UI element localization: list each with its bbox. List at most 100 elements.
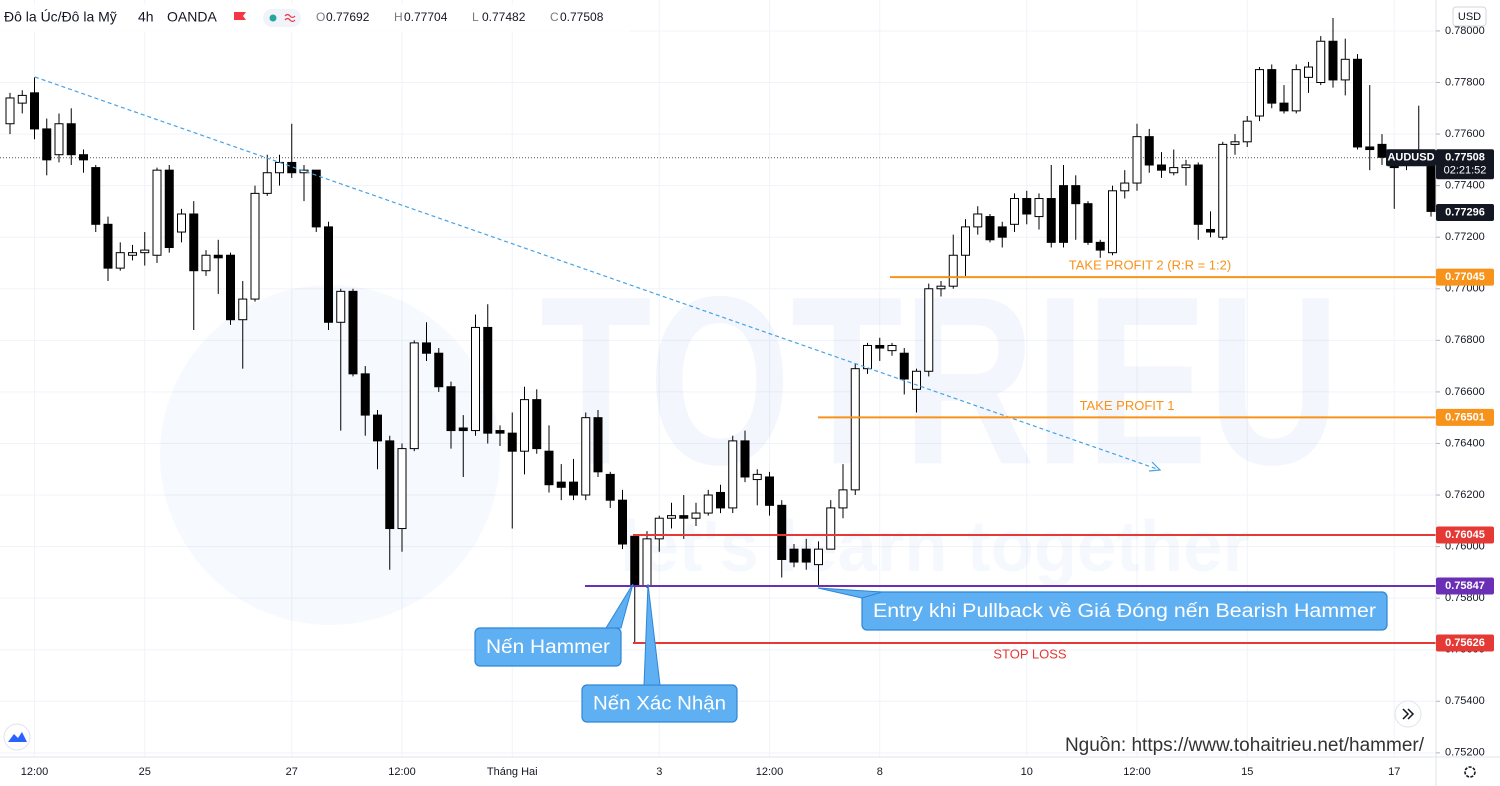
candle-body	[667, 515, 676, 519]
candle-body	[213, 254, 223, 259]
candle-body	[1046, 198, 1056, 243]
axes: 0.752000.754000.756000.758000.760000.762…	[21, 25, 1485, 778]
logo-icon	[8, 732, 27, 742]
x-tick-label: 12:00	[756, 766, 784, 778]
status-pill[interactable]	[263, 9, 301, 27]
candle-body	[471, 326, 480, 432]
x-tick-label: 15	[1241, 766, 1253, 778]
candle-body	[385, 440, 395, 530]
last-price-label: 0.77508	[1445, 152, 1485, 164]
flag-icon[interactable]	[234, 12, 246, 20]
exchange: OANDA	[167, 9, 217, 25]
candle-body	[765, 476, 774, 506]
candle-body	[1169, 167, 1179, 174]
candle-body	[850, 368, 860, 491]
x-tick-label: 8	[877, 766, 883, 778]
candle-body	[1365, 146, 1375, 151]
candle-body	[936, 285, 946, 290]
y-tick-label: 0.75800	[1445, 592, 1485, 604]
price-tag-label: 0.75847	[1445, 580, 1485, 592]
candle-body	[1193, 164, 1203, 225]
candle-body	[1218, 143, 1228, 238]
price-tag-label: 0.76501	[1445, 411, 1485, 423]
plot	[0, 18, 1436, 644]
settings-icon[interactable]	[1464, 766, 1476, 778]
candle-body	[1010, 198, 1019, 225]
currency-box[interactable]	[1452, 6, 1487, 27]
candle-body	[17, 94, 27, 104]
candle-body	[360, 373, 370, 416]
candle-body	[1108, 190, 1117, 254]
candle-body	[703, 494, 713, 514]
overlay: TAKE PROFIT 2 (R:R = 1:2) TAKE PROFIT 1 ST…	[474, 258, 1436, 723]
candle-body	[54, 123, 64, 156]
candle-body	[1279, 102, 1289, 112]
candle-body	[79, 154, 88, 161]
price-tag-label: 0.77045	[1445, 271, 1485, 283]
candle-body	[336, 290, 346, 323]
candle-body	[152, 169, 162, 256]
level-label: TAKE PROFIT 1	[1080, 398, 1175, 413]
symbol-title: Đô la Úc/Đô la Mỹ	[4, 9, 117, 25]
callout-box	[861, 591, 1388, 631]
y-tick-label: 0.76800	[1445, 334, 1485, 346]
y-tick-label: 0.77800	[1445, 76, 1485, 88]
price-tag	[1436, 526, 1494, 544]
candle-body	[1353, 58, 1362, 148]
candle-body	[189, 213, 199, 272]
candle-body	[1120, 182, 1130, 192]
countdown: 02:21:52	[1444, 165, 1487, 177]
candle-body	[997, 226, 1007, 238]
scroll-icon	[1402, 708, 1415, 720]
level-label: STOP LOSS	[993, 646, 1067, 661]
candle-body	[1132, 136, 1142, 184]
ohlc-key: H	[394, 10, 403, 24]
candle-body	[875, 344, 885, 349]
candle-body	[544, 450, 554, 486]
candle-body	[373, 414, 382, 442]
candle-body	[1022, 198, 1032, 215]
candle-body	[569, 481, 578, 496]
candle-body	[1291, 69, 1301, 112]
candle-body	[299, 169, 309, 174]
candle-body	[397, 448, 407, 530]
x-tick-label: 17	[1388, 766, 1400, 778]
y-tick-label: 0.77000	[1445, 283, 1485, 295]
ohlc-key: C	[550, 10, 559, 24]
candle-body	[275, 161, 284, 174]
candle-body	[520, 399, 529, 452]
callout-box	[474, 627, 622, 667]
candle-body	[1242, 120, 1252, 143]
ohlc: O 0.77692 H 0.77704 L 0.77482 C 0.77508	[316, 10, 604, 24]
y-tick-label: 0.76400	[1445, 437, 1485, 449]
candle-body	[324, 226, 333, 323]
last-price-tag	[1436, 149, 1494, 180]
candle-body	[1304, 66, 1313, 78]
candle-body	[5, 97, 15, 125]
candle-body	[1034, 198, 1044, 218]
candle-body	[1230, 141, 1240, 145]
callout-text: Nến Xác Nhận	[593, 694, 726, 715]
candle-body	[801, 548, 811, 563]
trend-line	[34, 76, 1161, 471]
price-tag	[1436, 203, 1494, 221]
trend-arrow	[1148, 461, 1162, 472]
candle-body	[887, 344, 897, 352]
candle-body	[593, 417, 603, 473]
candle-body	[1059, 185, 1068, 243]
price-tag	[1436, 577, 1494, 595]
candle-body	[91, 167, 101, 225]
candle-body	[1340, 58, 1350, 81]
price-tag	[1436, 408, 1494, 426]
status-wave	[284, 13, 296, 23]
ohlc-value: 0.77508	[560, 10, 604, 24]
candle-body	[103, 223, 113, 269]
y-tick-label: 0.75200	[1445, 747, 1485, 759]
callout-text: Nến Hammer	[486, 637, 611, 658]
candle-body	[581, 417, 591, 496]
price-tag	[1436, 268, 1494, 286]
candle-body	[30, 92, 39, 130]
candle-body	[1206, 228, 1215, 233]
candle-body	[863, 344, 872, 370]
candle-body	[826, 507, 836, 550]
